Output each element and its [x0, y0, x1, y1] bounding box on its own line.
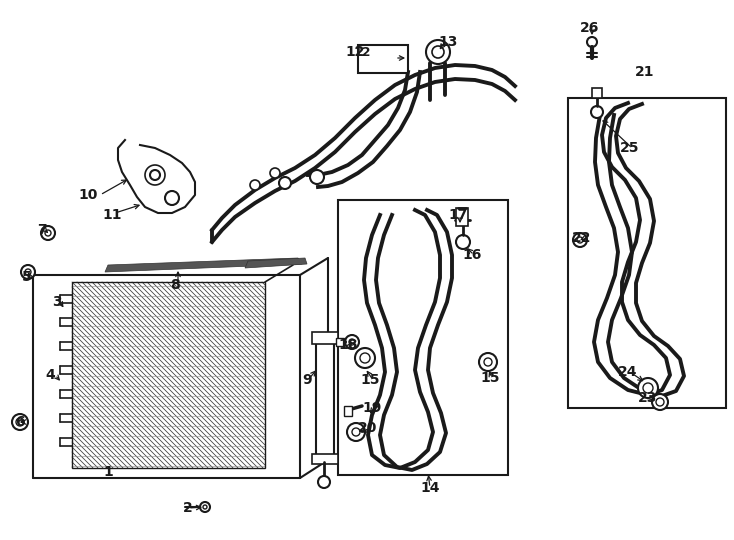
Circle shape — [360, 353, 370, 363]
Text: 12: 12 — [345, 45, 365, 59]
Text: 21: 21 — [635, 65, 655, 79]
Circle shape — [45, 230, 51, 236]
Circle shape — [41, 226, 55, 240]
Text: 1: 1 — [103, 465, 113, 479]
Text: 26: 26 — [581, 21, 600, 35]
Text: 25: 25 — [620, 141, 640, 155]
Text: 20: 20 — [358, 421, 378, 435]
Circle shape — [426, 40, 450, 64]
Bar — [358, 45, 408, 73]
Text: 19: 19 — [363, 401, 382, 415]
Bar — [336, 338, 344, 346]
Circle shape — [349, 339, 355, 345]
Circle shape — [25, 269, 31, 275]
Text: 11: 11 — [102, 208, 122, 222]
Text: 17: 17 — [448, 208, 468, 222]
Text: 3: 3 — [52, 295, 62, 309]
Bar — [312, 454, 338, 464]
Circle shape — [638, 378, 658, 398]
Circle shape — [591, 106, 603, 118]
Circle shape — [200, 502, 210, 512]
Circle shape — [310, 170, 324, 184]
Circle shape — [355, 348, 375, 368]
Circle shape — [479, 353, 497, 371]
Circle shape — [203, 505, 207, 509]
Circle shape — [250, 180, 260, 190]
Circle shape — [345, 335, 359, 349]
Circle shape — [652, 394, 668, 410]
Text: 9: 9 — [302, 373, 312, 387]
Text: 7: 7 — [37, 223, 47, 237]
Circle shape — [21, 265, 35, 279]
Text: 15: 15 — [480, 371, 500, 385]
Text: 15: 15 — [360, 373, 379, 387]
Text: 14: 14 — [421, 481, 440, 495]
Circle shape — [279, 177, 291, 189]
Text: 2: 2 — [183, 501, 193, 515]
Circle shape — [484, 358, 492, 366]
Circle shape — [656, 398, 664, 406]
Text: 6: 6 — [15, 415, 25, 429]
Bar — [316, 340, 334, 458]
Circle shape — [12, 414, 28, 430]
Bar — [592, 88, 602, 98]
Circle shape — [456, 235, 470, 249]
Circle shape — [270, 168, 280, 178]
Circle shape — [577, 237, 583, 243]
Circle shape — [587, 37, 597, 47]
Circle shape — [432, 46, 444, 58]
Polygon shape — [105, 258, 302, 272]
Bar — [72, 282, 265, 468]
Text: 24: 24 — [618, 365, 638, 379]
Bar — [568, 98, 726, 408]
Circle shape — [16, 418, 24, 426]
Circle shape — [165, 191, 179, 205]
Bar — [344, 406, 352, 416]
Text: 8: 8 — [170, 278, 180, 292]
Bar — [338, 200, 508, 475]
Text: 4: 4 — [45, 368, 55, 382]
Circle shape — [150, 170, 160, 180]
Circle shape — [573, 233, 587, 247]
Text: 23: 23 — [639, 391, 658, 405]
Bar — [312, 332, 338, 344]
Text: 16: 16 — [462, 248, 482, 262]
Text: 18: 18 — [338, 338, 357, 352]
Circle shape — [643, 383, 653, 393]
Text: 10: 10 — [79, 188, 98, 202]
Polygon shape — [245, 258, 307, 268]
Bar — [456, 208, 468, 226]
Text: 5: 5 — [22, 270, 32, 284]
Text: 22: 22 — [573, 231, 592, 245]
Circle shape — [347, 423, 365, 441]
Text: 12: 12 — [353, 45, 371, 58]
Circle shape — [318, 476, 330, 488]
Circle shape — [352, 428, 360, 436]
Text: 13: 13 — [438, 35, 458, 49]
